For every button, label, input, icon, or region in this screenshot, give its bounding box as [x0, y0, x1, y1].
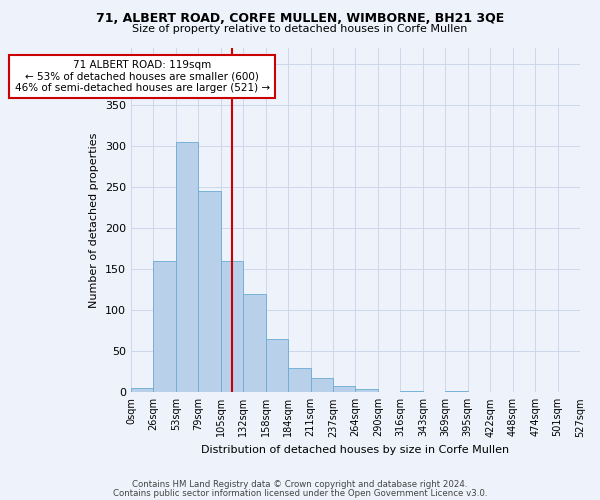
Bar	[333, 386, 355, 392]
X-axis label: Distribution of detached houses by size in Corfe Mullen: Distribution of detached houses by size …	[202, 445, 509, 455]
Bar	[243, 294, 266, 392]
Bar	[131, 388, 154, 392]
Bar	[221, 261, 243, 392]
Text: 71 ALBERT ROAD: 119sqm
← 53% of detached houses are smaller (600)
46% of semi-de: 71 ALBERT ROAD: 119sqm ← 53% of detached…	[14, 60, 270, 93]
Bar	[355, 389, 378, 392]
Bar	[154, 261, 176, 392]
Text: Contains HM Land Registry data © Crown copyright and database right 2024.: Contains HM Land Registry data © Crown c…	[132, 480, 468, 489]
Y-axis label: Number of detached properties: Number of detached properties	[89, 132, 100, 308]
Bar	[176, 142, 198, 393]
Bar	[445, 390, 468, 392]
Bar	[400, 390, 423, 392]
Text: Contains public sector information licensed under the Open Government Licence v3: Contains public sector information licen…	[113, 489, 487, 498]
Bar	[288, 368, 311, 392]
Text: 71, ALBERT ROAD, CORFE MULLEN, WIMBORNE, BH21 3QE: 71, ALBERT ROAD, CORFE MULLEN, WIMBORNE,…	[96, 12, 504, 26]
Bar	[198, 191, 221, 392]
Bar	[311, 378, 333, 392]
Bar	[266, 339, 288, 392]
Text: Size of property relative to detached houses in Corfe Mullen: Size of property relative to detached ho…	[133, 24, 467, 34]
